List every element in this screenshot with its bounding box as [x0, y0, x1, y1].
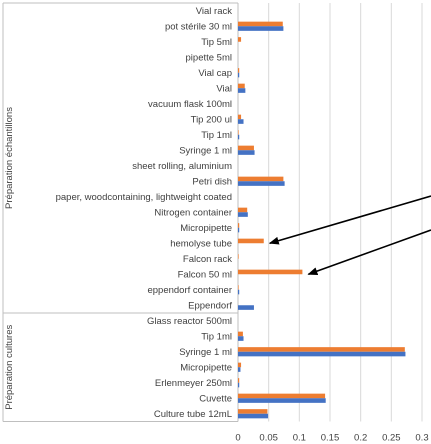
bar-tip-1ml-s1 [238, 336, 244, 341]
bar-syringe-1-ml-s1 [238, 150, 255, 155]
annotation-arrow-hemolyse-tube [268, 195, 431, 245]
bar-pot-st-rile-30-ml-s1 [238, 26, 284, 31]
bar-culture-tube-12ml-s0 [238, 409, 268, 414]
bar-eppendorf-container-s0 [238, 285, 239, 290]
category-label-sheet-rolling-aluminium: sheet rolling, aluminium [132, 161, 232, 172]
group-label-pr-paration-chantillons: Préparation échantillons [4, 107, 15, 209]
bar-vial-cap-s1 [238, 72, 240, 78]
x-tick-label: 0.3 [415, 433, 428, 444]
bar-tip-200-ul-s1 [238, 119, 244, 124]
category-label-cuvette: Cuvette [199, 394, 232, 405]
bars [238, 21, 406, 419]
category-label-tip-5ml: Tip 5ml [201, 37, 232, 48]
category-label-erlenmeyer-250ml: Erlenmeyer 250ml [155, 378, 232, 389]
bar-eppendorf-s1 [238, 305, 254, 310]
category-label-tip-1ml: Tip 1ml [201, 130, 232, 141]
annotation-arrow-falcon-50-ml [307, 229, 431, 276]
x-tick-label: 0.2 [354, 433, 367, 444]
category-label-micropipette: Micropipette [180, 223, 232, 234]
bar-cuvette-s1 [238, 398, 326, 403]
bar-pot-st-rile-30-ml-s0 [238, 21, 283, 27]
bar-tip-200-ul-s0 [238, 114, 242, 120]
group-labels: Préparation échantillons Préparation cult… [4, 107, 15, 410]
category-label-pipette-5ml: pipette 5ml [186, 53, 232, 64]
bar-petri-dish-s1 [238, 181, 285, 186]
bar-erlenmeyer-250ml-s1 [238, 382, 240, 388]
bar-tip-1ml-s0 [238, 331, 243, 337]
category-label-syringe-1-ml: Syringe 1 ml [179, 347, 232, 358]
category-label-culture-tube-12ml: Culture tube 12mL [154, 409, 232, 420]
bar-micropipette-s0 [238, 362, 242, 368]
category-label-vial: Vial [216, 84, 232, 95]
category-label-vacuum-flask-100ml: vacuum flask 100ml [148, 99, 232, 110]
category-label-paper-woodcontaining-lightweight-coated: paper, woodcontaining, lightweight coate… [56, 192, 232, 203]
category-label-micropipette: Micropipette [180, 363, 232, 374]
category-label-pot-st-rile-30-ml: pot stérile 30 ml [165, 22, 232, 33]
x-tick-label: 0 [235, 433, 240, 444]
bar-micropipette-s0 [238, 223, 240, 228]
bar-syringe-1-ml-s0 [238, 347, 405, 352]
bar-falcon-50-ml-s0 [238, 269, 303, 275]
bar-tip-5ml-s0 [238, 37, 242, 42]
category-label-vial-rack: Vial rack [196, 6, 233, 17]
bar-vial-s1 [238, 88, 246, 93]
bar-erlenmeyer-250ml-s0 [238, 378, 240, 383]
category-label-tip-200-ul: Tip 200 ul [191, 115, 232, 126]
category-label-petri-dish: Petri dish [192, 177, 232, 188]
bar-tip-1ml-s1 [238, 134, 240, 140]
category-label-vial-cap: Vial cap [198, 68, 232, 79]
grid-lines [237, 3, 423, 422]
category-label-syringe-1-ml: Syringe 1 ml [179, 146, 232, 157]
category-label-eppendorf: Eppendorf [188, 301, 232, 312]
bar-cuvette-s0 [238, 393, 326, 399]
bar-micropipette-s1 [238, 367, 241, 372]
category-label-nitrogen-container: Nitrogen container [154, 208, 232, 219]
group-label-pr-paration-cultures: Préparation cultures [4, 324, 15, 409]
bar-eppendorf-container-s1 [238, 289, 240, 295]
bar-petri-dish-s0 [238, 176, 284, 182]
x-tick-label: 0.05 [259, 433, 278, 444]
category-label-tip-1ml: Tip 1ml [201, 332, 232, 343]
bar-culture-tube-12ml-s1 [238, 413, 269, 419]
annotation-arrows [268, 195, 431, 276]
bar-syringe-1-ml-s0 [238, 145, 254, 151]
category-label-hemolyse-tube: hemolyse tube [170, 239, 232, 250]
bar-tip-1ml-s0 [238, 130, 239, 135]
x-tick-labels: 0 0.05 0.1 0.15 0.2 0.25 0.3 [235, 433, 428, 444]
category-label-falcon-rack: Falcon rack [183, 254, 232, 265]
x-tick-label: 0.1 [293, 433, 306, 444]
bar-vial-s0 [238, 83, 245, 89]
bar-falcon-rack-s0 [238, 254, 239, 259]
category-label-falcon-50-ml: Falcon 50 ml [178, 270, 232, 281]
x-tick-label: 0.15 [321, 433, 340, 444]
bar-micropipette-s1 [238, 227, 240, 233]
category-label-glass-reactor-500ml: Glass reactor 500ml [147, 316, 232, 327]
bar-syringe-1-ml-s1 [238, 351, 406, 357]
category-label-eppendorf-container: eppendorf container [147, 285, 232, 296]
bar-vial-cap-s0 [238, 68, 240, 73]
x-tick-label: 0.25 [382, 433, 401, 444]
bar-nitrogen-container-s1 [238, 212, 248, 217]
category-labels: Vial rack pot stérile 30 ml Tip 5ml pipette… [56, 6, 233, 420]
bar-nitrogen-container-s0 [238, 207, 248, 213]
bar-hemolyse-tube-s0 [238, 238, 264, 244]
